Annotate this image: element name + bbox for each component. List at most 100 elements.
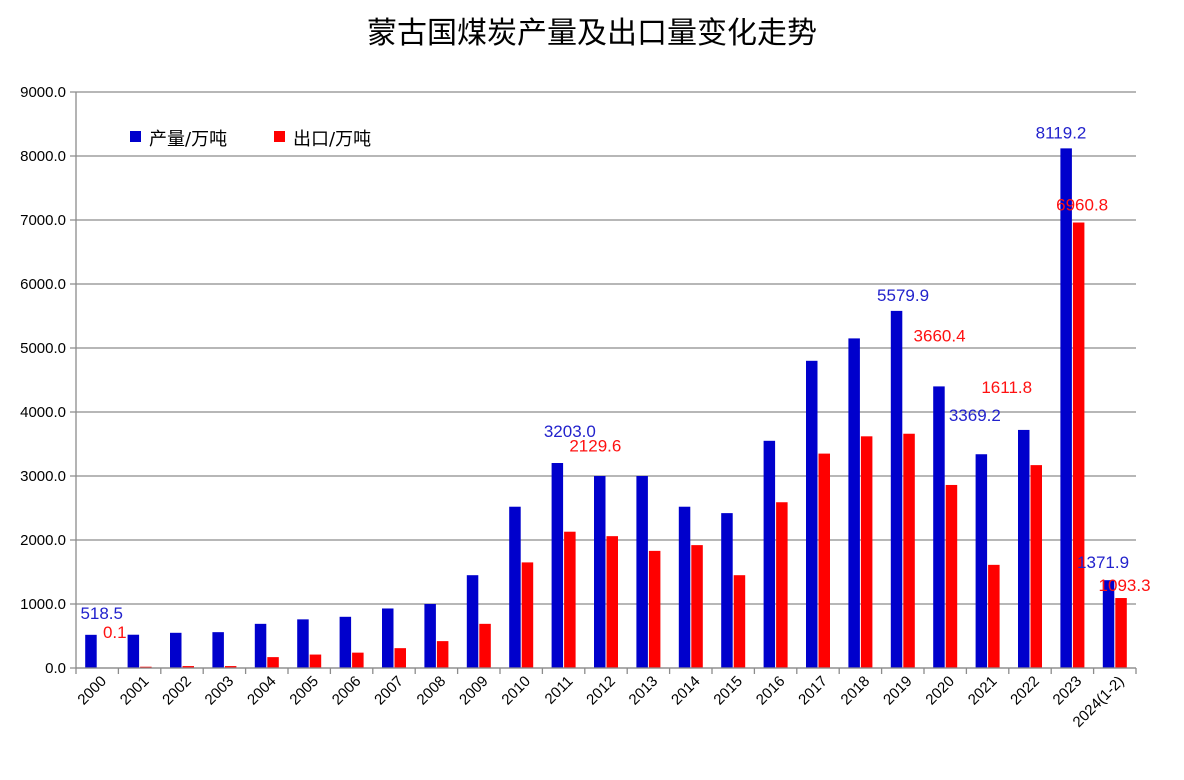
y-tick-label: 8000.0 [20,148,66,165]
export-bar-2024(1-2) [1115,598,1127,668]
export-bar-2004 [267,657,279,668]
export-bar-2006 [352,652,364,668]
export-bar-2008 [436,641,449,668]
y-tick-label: 1000.0 [20,596,66,613]
export-bar-2012 [606,536,618,668]
export-bar-2016 [776,502,788,668]
x-category-label: 2011 [542,673,577,708]
production-bar-2004 [254,623,267,668]
x-category-label: 2018 [838,673,874,709]
x-category-label: 2015 [710,673,746,709]
data-label: 0.1 [103,623,127,642]
y-tick-label: 3000.0 [20,468,66,485]
y-tick-label: 0.0 [45,660,66,677]
export-bar-2022 [1030,465,1042,668]
x-category-label: 2022 [1007,673,1043,709]
data-label: 8119.2 [1036,123,1087,142]
production-bar-2007 [382,608,394,668]
export-bar-2014 [691,545,703,668]
production-bar-2024(1-2) [1102,580,1115,668]
production-bar-2018 [848,338,860,668]
production-bar-2005 [297,619,309,668]
x-category-label: 2006 [329,673,365,709]
production-bar-2013 [636,476,648,668]
production-bar-2022 [1018,429,1030,668]
x-axis: 2000 2001 2002 2003 2004 2005 2006 2007 2008 2009… [74,667,1137,731]
export-bar-2011 [564,531,576,668]
x-category-label: 2010 [498,673,534,709]
export-bar-2023 [1072,222,1085,669]
x-category-label: 2014 [668,673,704,709]
production-bar-2008 [424,604,436,668]
production-bar-2009 [466,575,479,668]
production-bar-2019 [890,310,903,668]
data-label: 3369.2 [949,406,1001,425]
production-bar-2017 [806,360,818,668]
chart-title: 蒙古国煤炭产量及出口量变化走势 [367,16,817,51]
production-bar-2015 [721,513,733,668]
data-label: 1371.9 [1077,553,1129,572]
data-label: 1611.8 [981,378,1032,397]
legend-production-label: 产量/万吨 [149,129,227,150]
data-label: 518.5 [80,604,123,623]
y-tick-label: 9000.0 [20,84,66,101]
export-bar-2017 [818,453,830,668]
production-bar-2001 [127,634,140,668]
export-bar-2019 [903,433,915,668]
production-bar-2011 [551,463,564,668]
data-label: 3203.0 [544,422,596,441]
y-tick-label: 4000.0 [20,404,66,421]
export-bar-2002 [182,666,194,668]
export-bar-2020 [945,484,958,668]
production-bar-2016 [763,440,776,668]
legend-export-swatch [274,131,285,142]
data-label: 2129.6 [569,437,621,456]
x-category-label: 2005 [286,673,322,709]
export-bar-2007 [394,648,406,668]
export-bar-2013 [648,550,661,668]
y-tick-label: 7000.0 [20,212,66,229]
export-bar-2009 [479,623,491,668]
export-bar-2005 [309,654,322,668]
bars [85,148,1127,669]
production-bar-2012 [594,476,606,668]
x-category-label: 2023 [1050,673,1086,709]
x-category-label: 2003 [202,673,238,709]
data-label: 3660.4 [914,327,966,346]
production-bar-2023 [1060,148,1072,668]
x-category-label: 2000 [74,673,110,709]
legend-export-label: 出口/万吨 [293,129,371,150]
y-tick-label: 2000.0 [20,532,66,549]
x-category-label: 2009 [456,673,492,709]
export-bar-2003 [224,666,237,668]
production-bar-2000 [85,634,97,668]
export-bar-2018 [860,436,873,668]
production-bar-2010 [509,506,521,668]
x-category-label: 2017 [795,673,831,709]
export-bar-2015 [733,575,746,668]
x-category-label: 2007 [371,673,407,709]
data-label: 5579.9 [877,286,929,305]
production-bar-2002 [170,632,182,668]
production-bar-2021 [975,454,988,668]
legend-production-swatch [130,131,141,142]
x-category-label: 2016 [753,673,789,709]
x-category-label: 2002 [159,673,195,709]
x-category-label: 2019 [880,673,916,709]
x-category-label: 2020 [922,673,958,709]
y-tick-label: 6000.0 [20,276,66,293]
legend: 产量/万吨 出口/万吨 [130,129,371,150]
x-category-label: 2021 [965,673,1001,709]
export-bar-2021 [988,564,1000,668]
production-bar-2006 [339,616,352,668]
x-category-label: 2013 [626,673,662,709]
x-category-label: 2008 [414,673,450,709]
y-axis: 0.0 1000.0 2000.0 3000.0 4000.0 5000.0 6000.0 7… [20,84,77,677]
export-bar-2010 [521,562,534,668]
x-category-label: 2004 [244,673,280,709]
y-tick-label: 5000.0 [20,340,66,357]
data-label: 6960.8 [1056,196,1108,215]
production-bar-2020 [933,386,945,668]
